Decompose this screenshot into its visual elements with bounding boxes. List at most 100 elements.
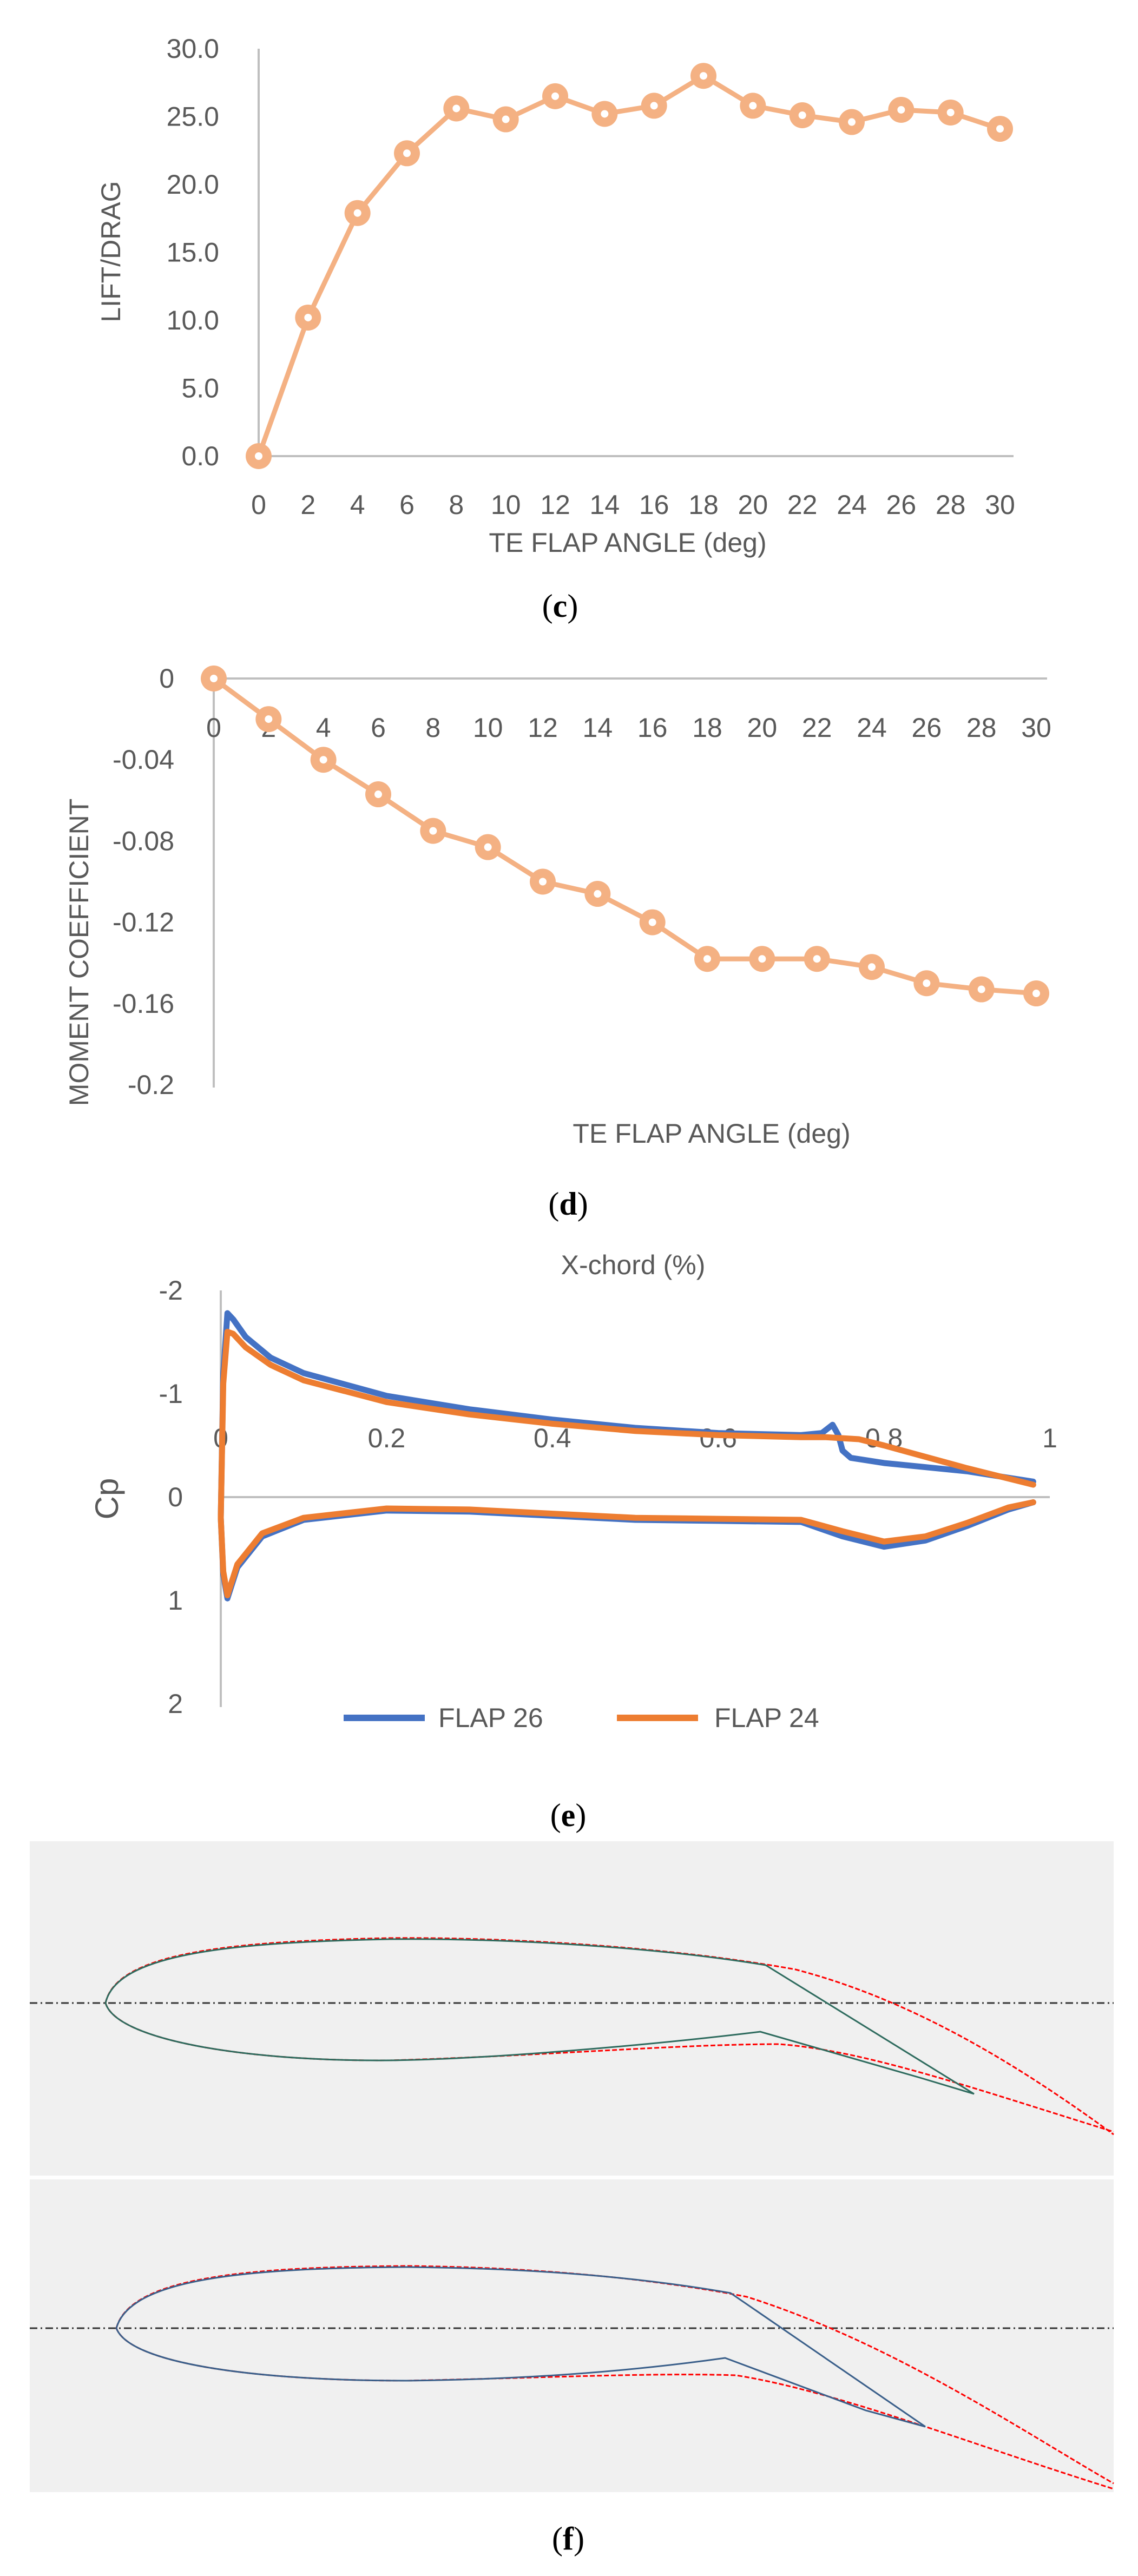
chart-d-series-line <box>212 676 1037 996</box>
chart-d-data-point-center <box>648 918 656 926</box>
chart-d-x-tick-label: 14 <box>583 713 613 743</box>
chart-c-y-tick-label: 15.0 <box>167 238 219 268</box>
chart-c-data-point-center <box>996 125 1004 133</box>
legend-label-flap-26: FLAP 26 <box>438 1703 543 1733</box>
chart-d-x-tick-label: 30 <box>1021 713 1051 743</box>
chart-c-data-point-center <box>601 110 609 118</box>
chart-c-y-tick-label: 25.0 <box>167 102 219 132</box>
caption-e: (e) <box>550 1797 587 1833</box>
chart-c-y-tick-label: 20.0 <box>167 169 219 200</box>
chart-d-x-tick-label: 26 <box>912 713 942 743</box>
chart-d-x-tick-label: 12 <box>528 713 558 743</box>
chart-c-y-axis-title: LIFT/DRAG <box>96 181 126 322</box>
chart-c-y-tick-label: 5.0 <box>181 373 219 404</box>
chart-c-data-point-center <box>502 115 510 123</box>
chart-c-data-point-center <box>255 452 262 460</box>
airfoil-profile-top-background <box>30 1841 1114 2176</box>
chart-d-data-point-center <box>868 963 876 971</box>
chart-d-data-point-center <box>977 985 985 993</box>
chart-d-data-point-center <box>210 675 218 682</box>
caption-c: (c) <box>542 588 578 624</box>
chart-c-y-tick-label: 0.0 <box>181 441 219 471</box>
chart-e-x-tick-label: 1 <box>1042 1423 1057 1453</box>
chart-c-x-tick-label: 6 <box>399 490 415 520</box>
chart-d-y-axis-title: MOMENT COEFFICIENT <box>64 799 94 1106</box>
chart-e-x-tick-label: 0.4 <box>534 1423 571 1453</box>
chart-c-data-point-center <box>650 102 658 110</box>
caption-f: (f) <box>552 2521 584 2557</box>
chart-d-data-point-center <box>265 715 273 723</box>
chart-c-lift-drag: 0.05.010.015.020.025.030.0 0 2 4 6 8 10 12 14 16… <box>96 34 1015 624</box>
chart-d-data-point-center <box>484 843 492 851</box>
chart-d-x-tick-label: 18 <box>692 713 722 743</box>
chart-d-y-tick-label: -0.12 <box>113 907 174 938</box>
chart-d-y-tick-label: -0.08 <box>113 826 174 856</box>
chart-c-x-tick-label: 28 <box>936 490 966 520</box>
chart-c-x-tick-label: 16 <box>639 490 669 520</box>
chart-c-data-point-center <box>700 72 707 80</box>
legend-label-flap-24: FLAP 24 <box>714 1703 819 1733</box>
chart-d-data-point-center <box>429 827 437 835</box>
chart-e-y-tick-label: 0 <box>168 1482 183 1512</box>
chart-d-x-tick-label: 22 <box>802 713 832 743</box>
chart-c-series-line <box>256 73 1001 457</box>
chart-c-x-tick-label: 10 <box>491 490 521 520</box>
chart-c-y-tick-label: 30.0 <box>167 34 219 64</box>
airfoil-flapped-outline-bottom <box>115 2266 926 2428</box>
chart-d-y-tick-label: -0.2 <box>128 1070 174 1100</box>
caption-d: (d) <box>548 1186 588 1222</box>
chart-d-data-point-center <box>374 790 382 799</box>
chart-d-y-tick-label: -0.04 <box>113 745 174 775</box>
chart-d-x-axis-title: TE FLAP ANGLE (deg) <box>573 1118 850 1149</box>
chart-d-x-tick-label: 0 <box>206 713 221 743</box>
chart-e-x-tick-label: 0.2 <box>368 1423 406 1453</box>
chart-d-x-tick-label: 4 <box>316 713 331 743</box>
chart-c-y-tick-label: 10.0 <box>167 305 219 335</box>
chart-d-x-tick-label: 8 <box>425 713 440 743</box>
chart-c-x-tick-label: 0 <box>251 490 266 520</box>
chart-c-data-point-center <box>946 108 955 116</box>
chart-d-y-tick-label: 0 <box>159 663 174 694</box>
chart-d-x-tick-label: 28 <box>966 713 997 743</box>
chart-d-x-tick-label: 20 <box>747 713 778 743</box>
chart-d-data-point-center <box>758 955 766 963</box>
chart-c-data-point-center <box>551 92 559 100</box>
chart-c-data-point-center <box>897 106 905 114</box>
chart-c-x-tick-label: 4 <box>350 490 365 520</box>
chart-d-moment: 0 -0.04 -0.08 -0.12 -0.16 -0.2 0 24 6 8 10 12 14 16 1… <box>64 663 1051 1222</box>
chart-d-x-tick-label: 6 <box>371 713 386 743</box>
chart-c-x-axis-title: TE FLAP ANGLE (deg) <box>489 528 766 558</box>
chart-c-x-tick-label: 8 <box>449 490 464 520</box>
chart-d-data-point-center <box>539 878 547 886</box>
chart-c-x-tick-label: 14 <box>590 490 620 520</box>
chart-e-y-tick-label: -1 <box>159 1379 183 1409</box>
chart-e-series-flap-24-lower <box>218 1499 1036 1598</box>
chart-c-x-tick-label: 2 <box>300 490 315 520</box>
chart-c-data-point-center <box>353 209 361 217</box>
chart-d-data-point-center <box>594 890 602 898</box>
chart-e-y-tick-label: -2 <box>159 1275 183 1306</box>
chart-e-title: X-chord (%) <box>561 1250 706 1280</box>
chart-c-data-point-center <box>452 104 461 113</box>
chart-c-data-point-center <box>749 102 757 110</box>
chart-d-x-tick-label: 24 <box>857 713 887 743</box>
chart-d-data-point-center <box>923 979 931 987</box>
chart-d-data-point-center <box>813 955 821 963</box>
chart-c-x-tick-label: 18 <box>688 490 719 520</box>
chart-e-series-flap-24-upper <box>218 1328 1036 1521</box>
chart-c-x-tick-label: 26 <box>886 490 917 520</box>
airfoil-flapped-outline-top <box>104 1938 975 2095</box>
chart-e-series-flap-26-upper <box>218 1310 1036 1521</box>
chart-e-y-tick-label: 2 <box>168 1689 183 1719</box>
chart-d-y-tick-label: -0.16 <box>113 989 174 1019</box>
chart-c-x-tick-label: 24 <box>837 490 867 520</box>
chart-c-data-point-center <box>403 149 411 157</box>
chart-d-data-point-center <box>319 756 327 764</box>
chart-e-legend: FLAP 26 FLAP 24 <box>344 1703 819 1733</box>
airfoil-profile-bottom <box>30 2179 1114 2492</box>
airfoil-profile-panels: (f) <box>30 1841 1114 2557</box>
chart-c-x-tick-label: 12 <box>540 490 570 520</box>
chart-d-data-point-center <box>1032 990 1040 998</box>
